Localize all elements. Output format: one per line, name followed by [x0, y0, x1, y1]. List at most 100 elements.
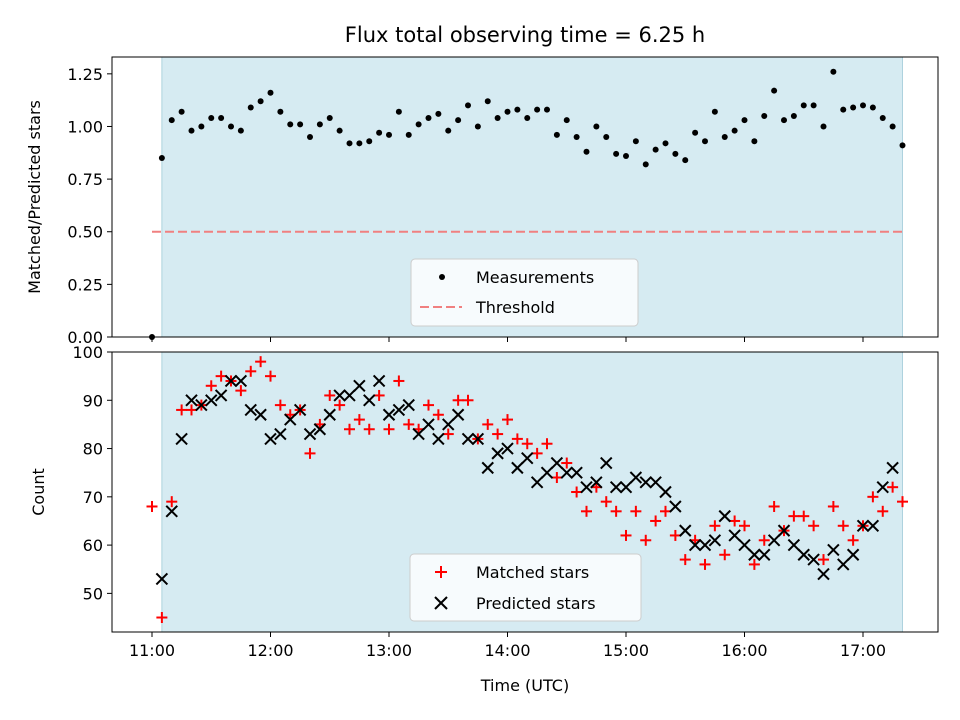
predicted-star-point [817, 567, 830, 581]
top-x-ticks [151, 337, 864, 342]
measurement-point [751, 138, 758, 145]
predicted-star-point [372, 374, 386, 388]
matched-star-point [403, 418, 415, 430]
measurement-point [810, 102, 817, 109]
y-tick-label: 60 [83, 536, 103, 555]
y-tick-label: 0.75 [67, 170, 103, 189]
predicted-star-point [669, 500, 682, 513]
predicted-star-point [343, 389, 356, 402]
predicted-star-point [244, 403, 257, 417]
measurement-point [534, 106, 541, 113]
matched-star-point [146, 500, 158, 512]
measurement-point [405, 131, 412, 138]
predicted-star-point [619, 480, 633, 494]
top-legend: Measurements Threshold [410, 258, 639, 327]
predicted-star-point [175, 432, 188, 446]
bottom-legend: Matched stars Predicted stars [409, 553, 642, 622]
predicted-star-point [856, 519, 870, 533]
measurement-point [692, 129, 699, 136]
legend-label-threshold: Threshold [475, 298, 555, 317]
predicted-star-point [728, 529, 741, 542]
matched-star-point [344, 423, 355, 435]
predicted-star-point [718, 509, 731, 523]
measurement-point [188, 127, 195, 134]
predicted-star-point [797, 548, 810, 561]
measurements-series [149, 68, 906, 340]
predicted-star-point [748, 548, 761, 561]
x-tick-label: 13:00 [366, 641, 412, 660]
predicted-star-point [639, 476, 652, 489]
matched-star-point [788, 510, 800, 522]
measurement-point [455, 117, 462, 124]
measurement-point [573, 134, 580, 140]
matched-star-point [492, 428, 504, 440]
predicted-star-point [777, 524, 791, 537]
predicted-star-point [195, 398, 208, 412]
measurement-point [415, 121, 422, 128]
predicted-star-point [303, 427, 317, 441]
measurement-point [682, 157, 689, 164]
predicted-star-point [511, 461, 524, 475]
predicted-star-point [679, 524, 692, 537]
matched-star-point [729, 515, 741, 527]
matched-star-point [561, 457, 573, 469]
predicted-star-point [521, 451, 534, 465]
predicted-star-point [501, 442, 514, 455]
matched-star-point [393, 375, 405, 387]
measurement-point [366, 138, 373, 145]
predicted-star-point [600, 456, 613, 470]
predicted-star-point [451, 408, 465, 421]
matched-star-point [887, 481, 899, 493]
predicted-star-point [293, 403, 307, 417]
measurement-point [247, 104, 254, 111]
predicted-star-point [550, 456, 564, 470]
matched-star-point [531, 447, 543, 459]
measurement-point [761, 112, 768, 119]
measurement-point [386, 131, 392, 138]
matched-star-point [669, 529, 681, 541]
measurement-point [178, 108, 185, 115]
matched-star-point [521, 438, 533, 450]
measurement-point [593, 123, 600, 130]
matched-star-point [304, 447, 316, 459]
matched-star-point [719, 549, 731, 561]
matched-star-point [205, 380, 217, 392]
matched-star-point [373, 389, 385, 401]
matched-star-point [808, 520, 820, 532]
measurement-point [277, 108, 284, 115]
chart-title: Flux total observing time = 6.25 h [345, 23, 705, 47]
predicted-star-point [787, 538, 801, 552]
predicted-star-point [708, 534, 722, 547]
predicted-star-point [185, 394, 198, 407]
predicted-star-point [807, 553, 820, 566]
matched-star-point [215, 370, 227, 382]
measurement-point [484, 98, 491, 105]
predicted-star-point [165, 505, 178, 518]
predicted-star-point [698, 538, 712, 552]
predicted-star-point [205, 394, 218, 407]
matched-star-point [442, 428, 454, 440]
matched-star-point [452, 394, 464, 406]
measurement-point [208, 115, 215, 122]
bottom-y-axis-label: Count [29, 468, 48, 516]
legend-label-predicted-stars: Predicted stars [476, 594, 596, 613]
x-axis-label: Time (UTC) [480, 676, 569, 695]
measurement-point [642, 161, 649, 168]
predicted-star-point [481, 461, 494, 475]
matched-star-point [581, 505, 592, 517]
matched-star-point [620, 529, 632, 541]
top-y-axis-label: Matched/Predicted stars [25, 100, 44, 294]
x-tick-label: 11:00 [129, 641, 175, 660]
bottom-y-ticks: 50 60 70 80 90 100 [72, 343, 112, 603]
measurement-point [228, 123, 234, 130]
measurement-point [267, 89, 274, 96]
matched-star-point [630, 505, 642, 517]
y-tick-label: 90 [83, 391, 103, 410]
predicted-star-point [353, 379, 366, 393]
predicted-star-point [827, 543, 840, 557]
measurement-point [346, 140, 353, 147]
measurement-point [287, 121, 294, 128]
predicted-star-point [659, 485, 672, 499]
measurement-point [790, 112, 797, 119]
